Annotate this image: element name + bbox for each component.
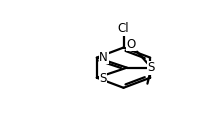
Text: S: S (148, 61, 155, 74)
Text: O: O (126, 38, 135, 51)
Text: N: N (99, 51, 108, 64)
Text: S: S (99, 72, 106, 85)
Text: Cl: Cl (118, 22, 129, 35)
